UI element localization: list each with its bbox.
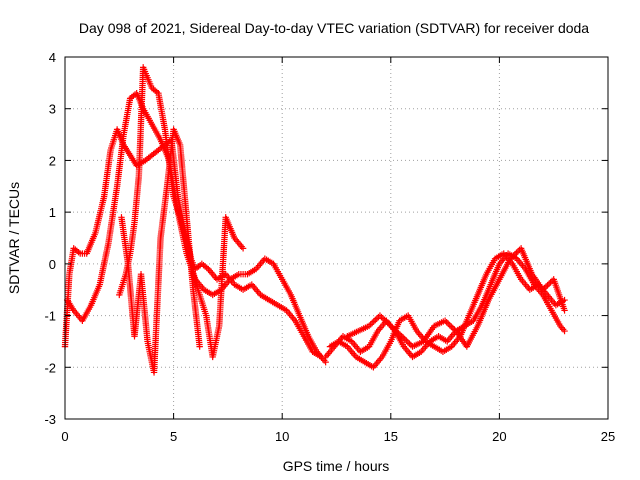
chart-title: Day 098 of 2021, Sidereal Day-to-day VTE… — [79, 20, 589, 36]
data-point — [239, 245, 247, 252]
y-tick-label: 1 — [49, 205, 56, 220]
y-tick-label: -2 — [44, 360, 56, 375]
data-point — [561, 307, 568, 314]
axis-ticks: 0 5 10 15 20 25 -3 -2 -1 0 1 2 3 4 — [44, 50, 615, 444]
data-point — [376, 312, 384, 319]
data-point-interp — [547, 279, 554, 286]
x-tick-label: 20 — [492, 429, 506, 444]
x-tick-label: 15 — [384, 429, 398, 444]
y-tick-label: 4 — [49, 50, 56, 65]
x-axis-label: GPS time / hours — [283, 458, 390, 474]
y-tick-label: 2 — [49, 153, 56, 168]
data-point-interp — [448, 323, 455, 330]
data-point-interp — [544, 282, 551, 289]
data-point — [196, 343, 203, 350]
y-tick-label: 3 — [49, 102, 56, 117]
data-point-interp — [378, 313, 385, 321]
data-point-interp — [401, 336, 408, 343]
x-tick-label: 5 — [170, 429, 177, 444]
y-tick-label: 0 — [49, 257, 56, 272]
data-point-interp — [372, 316, 379, 324]
data-point-interp — [446, 321, 453, 329]
grid — [65, 57, 608, 419]
plot-frame — [64, 56, 609, 420]
data-point-interp — [443, 319, 450, 326]
data-point — [561, 327, 568, 335]
series-track-g — [344, 245, 568, 350]
y-axis-label: SDTVAR / TECUs — [6, 182, 22, 294]
series-track-a — [61, 126, 325, 361]
x-tick-label: 0 — [61, 429, 68, 444]
series-track-c — [116, 64, 247, 361]
x-tick-label: 10 — [275, 429, 289, 444]
series-track-f — [326, 250, 568, 371]
y-tick-label: -1 — [44, 309, 56, 324]
data-point-interp — [368, 319, 376, 327]
series-track-d — [118, 126, 203, 376]
series-track-b — [63, 90, 329, 366]
data-points — [61, 64, 568, 376]
y-tick-label: -3 — [44, 412, 56, 427]
data-point-interp — [373, 315, 381, 322]
x-tick-label: 25 — [601, 429, 615, 444]
data-point-interp — [370, 318, 377, 325]
